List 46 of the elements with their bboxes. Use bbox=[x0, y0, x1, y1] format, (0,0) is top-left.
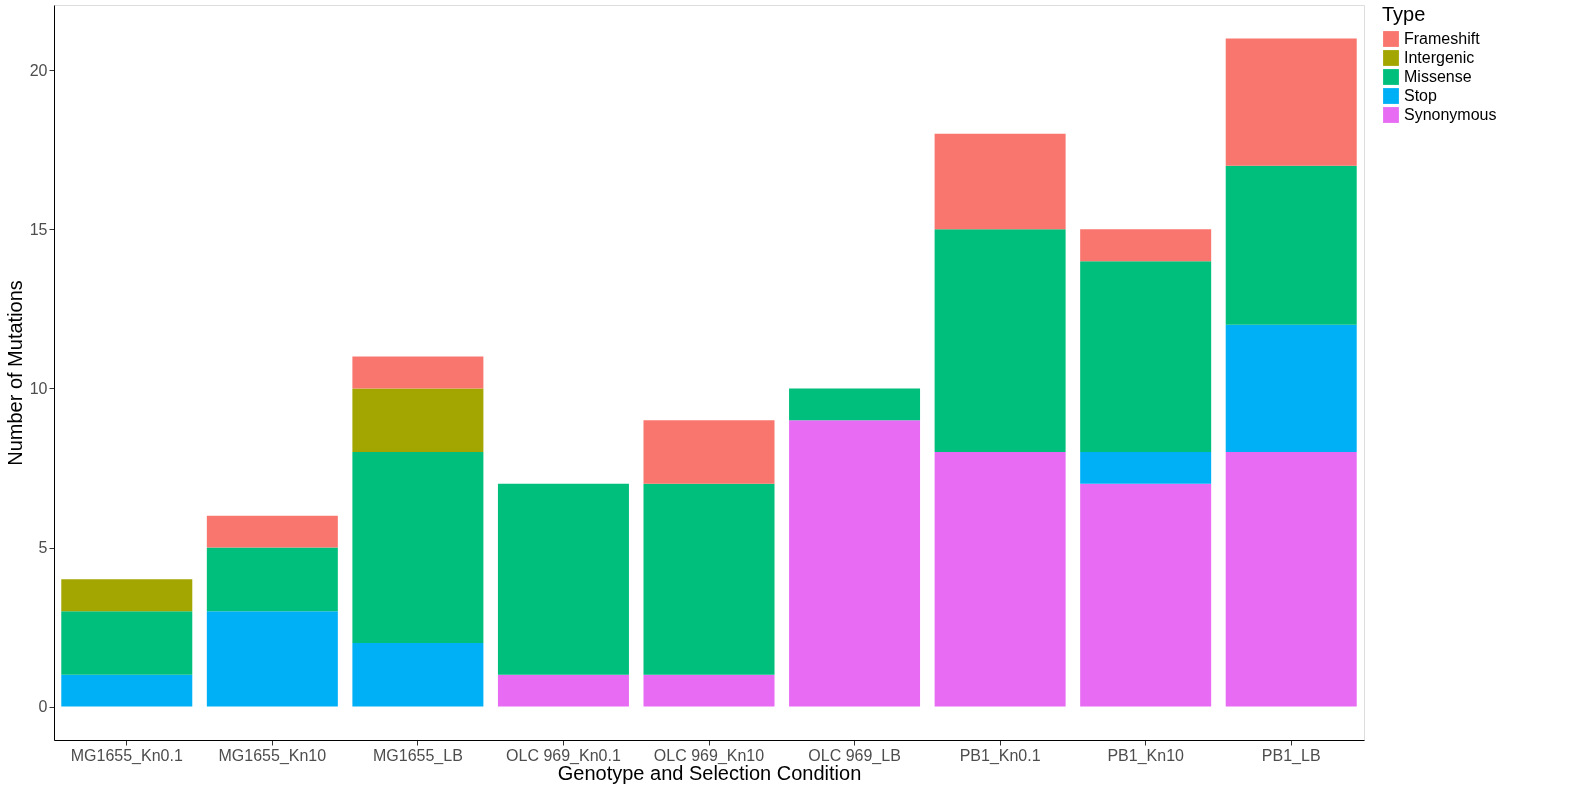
bar bbox=[1225, 452, 1357, 707]
x-tick-label: PB1_LB bbox=[1261, 746, 1321, 765]
bar bbox=[789, 388, 921, 421]
legend-label: Synonymous bbox=[1404, 106, 1497, 123]
bar bbox=[206, 515, 338, 548]
x-tick-label: MG1655_Kn0.1 bbox=[70, 746, 183, 765]
x-tick-label: PB1_Kn0.1 bbox=[959, 746, 1041, 765]
y-tick-label: 0 bbox=[38, 698, 48, 716]
y-tick-label: 10 bbox=[29, 379, 48, 397]
bar bbox=[643, 674, 775, 707]
legend-label: Stop bbox=[1404, 87, 1438, 104]
y-tick-label: 20 bbox=[29, 61, 48, 79]
bar bbox=[934, 229, 1066, 453]
legend-label: Frameshift bbox=[1404, 30, 1481, 47]
bar bbox=[934, 133, 1066, 230]
bar bbox=[1225, 324, 1357, 453]
y-axis-title: Number of Mutations bbox=[3, 280, 26, 466]
bar bbox=[352, 642, 484, 707]
bar bbox=[61, 674, 193, 707]
bar bbox=[789, 420, 921, 707]
bar bbox=[1225, 165, 1357, 325]
bar bbox=[643, 483, 775, 675]
bar bbox=[352, 356, 484, 389]
legend-label: Missense bbox=[1404, 68, 1472, 85]
bar bbox=[643, 420, 775, 484]
legend-label: Intergenic bbox=[1404, 49, 1475, 66]
x-tick-label: MG1655_LB bbox=[372, 746, 463, 765]
bar bbox=[206, 547, 338, 612]
bar bbox=[934, 452, 1066, 707]
bar bbox=[352, 388, 484, 453]
x-tick-label: PB1_Kn10 bbox=[1107, 746, 1185, 765]
bar bbox=[497, 483, 629, 675]
bar bbox=[1080, 261, 1212, 453]
y-tick-label: 15 bbox=[29, 220, 48, 238]
bar bbox=[352, 452, 484, 643]
bar bbox=[1225, 38, 1357, 166]
bar bbox=[1080, 483, 1212, 707]
y-tick-label: 5 bbox=[38, 539, 48, 556]
bar bbox=[61, 579, 193, 612]
bar bbox=[1080, 452, 1212, 484]
bar bbox=[61, 611, 193, 675]
legend-title: Type bbox=[1382, 3, 1426, 25]
x-tick-label: MG1655_Kn10 bbox=[218, 746, 327, 765]
bar bbox=[497, 674, 629, 707]
bar bbox=[206, 611, 338, 707]
bar bbox=[1080, 229, 1212, 262]
